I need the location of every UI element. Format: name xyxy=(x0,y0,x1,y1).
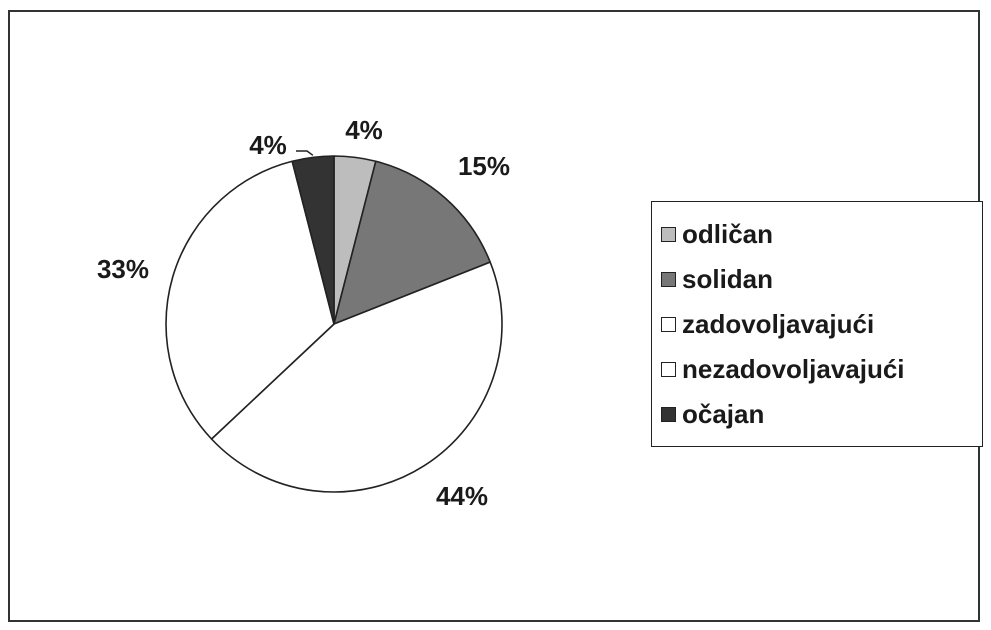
legend-label-solidan: solidan xyxy=(682,264,774,294)
legend-label-ocajan: očajan xyxy=(682,399,765,429)
legend-item-odlican: odličan xyxy=(652,212,982,257)
data-label-ocajan: 4% xyxy=(249,130,287,160)
chart-legend: odličan solidan zadovoljavajući nezadovo… xyxy=(651,201,983,447)
legend-swatch-nezadovoljavajuci xyxy=(661,362,676,377)
data-label-solidan: 15% xyxy=(458,151,510,181)
pie-slices xyxy=(165,155,503,493)
legend-label-odlican: odličan xyxy=(682,219,774,249)
pie-slice-ocajan xyxy=(291,155,335,325)
legend-label-zadovoljavajuci: zadovoljavajući xyxy=(682,309,875,339)
legend-item-nezadovoljavajuci: nezadovoljavajući xyxy=(652,347,982,392)
pie-data-labels: 4% 15% 44% 33% 4% xyxy=(97,115,510,511)
leader-lines xyxy=(296,150,314,156)
data-label-nezadovoljavajuci: 33% xyxy=(97,254,149,284)
pie-slice-solidan xyxy=(333,160,491,325)
data-label-zadovoljavajuci: 44% xyxy=(436,481,488,511)
legend-swatch-solidan xyxy=(661,272,676,287)
legend-label-nezadovoljavajuci: nezadovoljavajući xyxy=(682,354,905,384)
pie-slice-zadovoljavajuci xyxy=(210,261,503,493)
data-label-odlican: 4% xyxy=(345,115,383,145)
leader-line-ocajan xyxy=(296,150,314,156)
legend-swatch-ocajan xyxy=(661,407,676,422)
legend-swatch-odlican xyxy=(661,227,676,242)
pie-slice-nezadovoljavajuci xyxy=(165,160,335,440)
legend-item-zadovoljavajuci: zadovoljavajući xyxy=(652,302,982,347)
legend-item-solidan: solidan xyxy=(652,257,982,302)
legend-item-ocajan: očajan xyxy=(652,392,982,437)
legend-swatch-zadovoljavajuci xyxy=(661,317,676,332)
